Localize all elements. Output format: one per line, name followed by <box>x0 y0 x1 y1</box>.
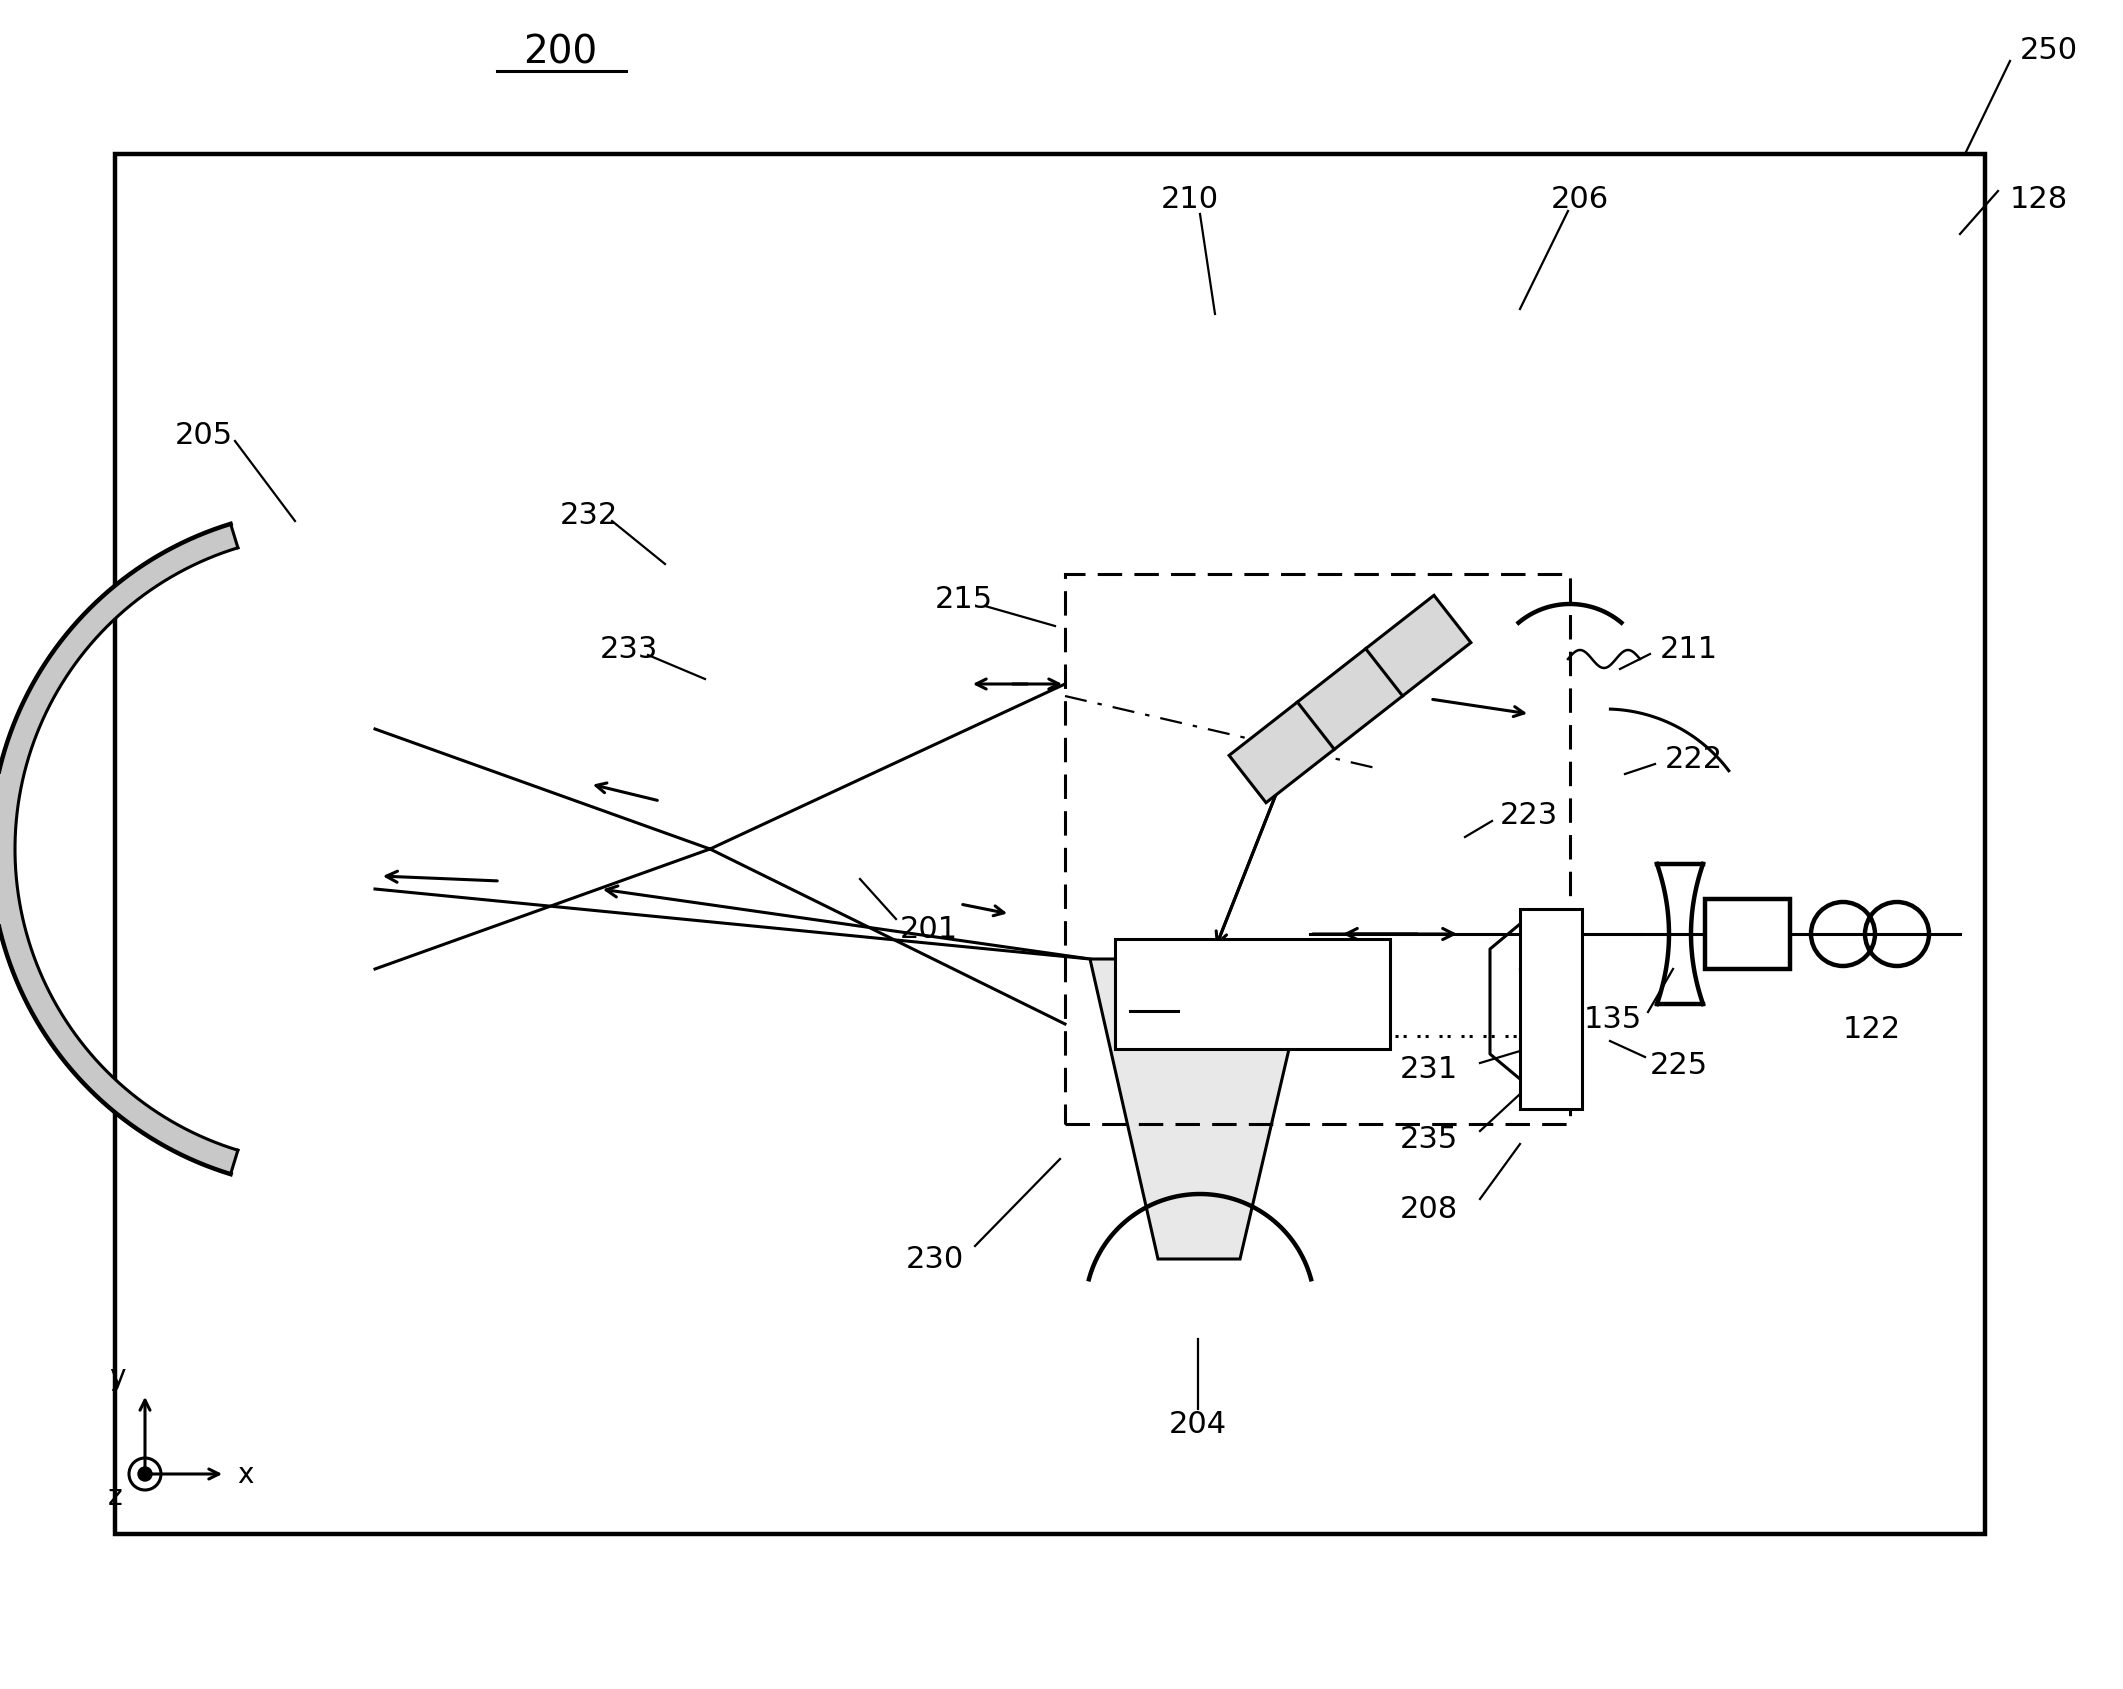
Polygon shape <box>0 525 238 1174</box>
Circle shape <box>138 1468 153 1481</box>
Text: 122: 122 <box>1843 1015 1900 1044</box>
Bar <box>1066 574 1571 1125</box>
Text: 235: 235 <box>1399 1125 1459 1154</box>
Text: 200: 200 <box>522 34 597 71</box>
Text: 210: 210 <box>1161 186 1219 215</box>
Text: 207: 207 <box>1129 980 1189 1008</box>
Polygon shape <box>1229 596 1471 804</box>
Text: 215: 215 <box>934 584 994 615</box>
Text: 230: 230 <box>907 1245 964 1274</box>
Text: 201: 201 <box>900 915 957 944</box>
Text: 205: 205 <box>174 421 234 449</box>
Text: 232: 232 <box>560 500 618 529</box>
Text: 225: 225 <box>1650 1051 1709 1079</box>
Text: 128: 128 <box>2010 186 2068 215</box>
Text: z: z <box>108 1483 123 1510</box>
Text: 208: 208 <box>1399 1194 1459 1225</box>
Text: 222: 222 <box>1664 745 1724 774</box>
Text: 135: 135 <box>1584 1005 1641 1034</box>
Polygon shape <box>1089 959 1310 1260</box>
Text: 204: 204 <box>1170 1410 1227 1439</box>
Bar <box>1115 939 1391 1049</box>
Bar <box>1705 900 1790 969</box>
Text: 250: 250 <box>2019 35 2078 64</box>
Text: 223: 223 <box>1501 801 1558 829</box>
Text: 231: 231 <box>1399 1056 1459 1084</box>
Text: 233: 233 <box>601 635 658 664</box>
Text: y: y <box>108 1363 125 1390</box>
Text: 211: 211 <box>1660 635 1718 664</box>
Bar <box>1520 909 1582 1110</box>
Text: 206: 206 <box>1552 186 1609 215</box>
Text: x: x <box>238 1459 253 1488</box>
Bar <box>115 155 1985 1534</box>
